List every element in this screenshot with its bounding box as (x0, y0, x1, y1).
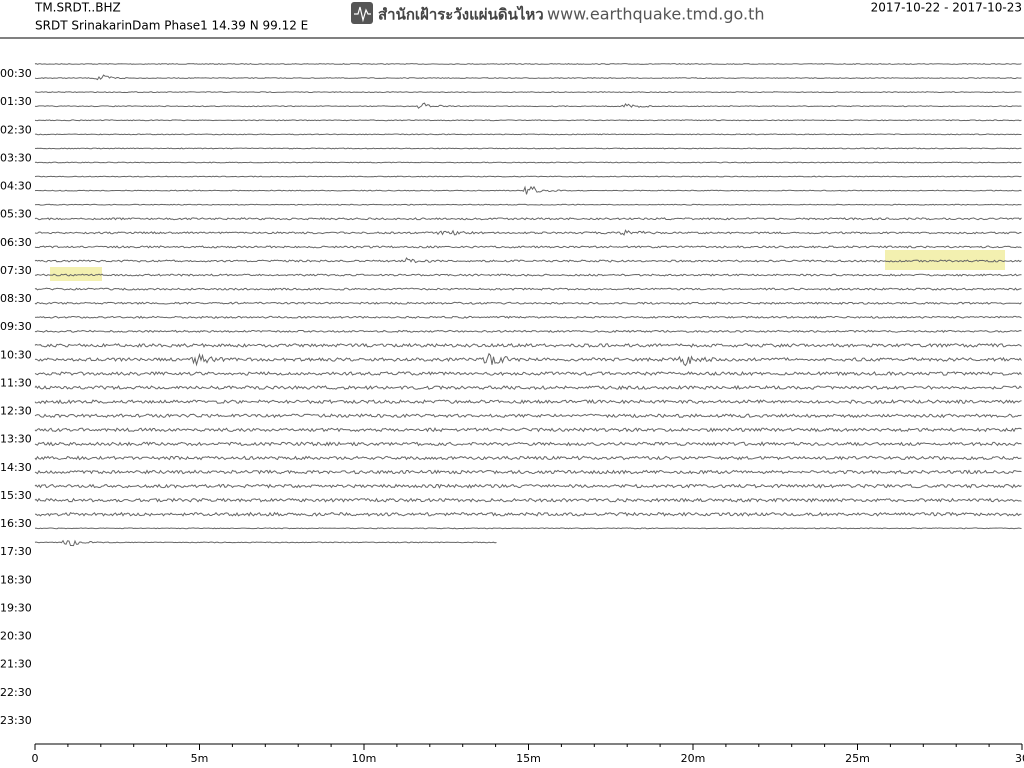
trace (34, 315, 1022, 319)
trace (34, 497, 1022, 503)
x-tick-label: 20m (681, 752, 706, 765)
trace (34, 273, 1022, 277)
trace (34, 257, 1022, 264)
trace (34, 102, 1022, 109)
row-label: 17:30 (0, 545, 32, 558)
trace (34, 175, 1022, 178)
agency: สำนักเฝ้าระวังแผ่นดินไหว (378, 5, 544, 24)
row-label: 20:30 (0, 630, 32, 643)
row-label: 02:30 (0, 123, 32, 136)
trace (34, 147, 1022, 150)
row-label: 19:30 (0, 601, 32, 614)
row-label: 23:30 (0, 714, 32, 727)
row-label: 18:30 (0, 573, 32, 586)
row-label: 11:30 (0, 376, 32, 389)
trace (34, 527, 1022, 530)
row-label: 13:30 (0, 433, 32, 446)
trace (34, 427, 1022, 433)
trace (34, 229, 1022, 236)
station: TM.SRDT..BHZ (34, 1, 121, 15)
x-tick-label: 0 (32, 752, 39, 765)
x-tick-label: 15m (516, 752, 541, 765)
row-label: 00:30 (0, 67, 32, 80)
row-label: 12:30 (0, 405, 32, 418)
row-label: 03:30 (0, 151, 32, 164)
site: SRDT SrinakarinDam Phase1 14.39 N 99.12 … (35, 19, 308, 33)
trace (34, 329, 1022, 333)
row-label: 06:30 (0, 236, 32, 249)
row-label: 15:30 (0, 489, 32, 502)
x-tick-label: 10m (352, 752, 377, 765)
trace (34, 413, 1022, 419)
row-label: 22:30 (0, 686, 32, 699)
trace (34, 245, 1022, 249)
x-tick-label: 25m (845, 752, 870, 765)
trace (34, 370, 1022, 377)
trace (34, 185, 1022, 195)
trace (34, 74, 1022, 81)
trace (34, 384, 1022, 391)
url: www.earthquake.tmd.go.th (547, 5, 765, 24)
trace (34, 301, 1022, 305)
trace (34, 342, 1022, 348)
trace (34, 483, 1022, 489)
x-tick-label: 5m (191, 752, 209, 765)
trace (34, 217, 1022, 221)
trace (34, 161, 1022, 164)
trace (34, 469, 1022, 475)
row-label: 14:30 (0, 461, 32, 474)
trace (34, 441, 1022, 447)
x-tick-label: 30 (1015, 752, 1024, 765)
row-label: 09:30 (0, 320, 32, 333)
logo-icon (354, 6, 371, 23)
trace (34, 511, 1022, 517)
trace (34, 203, 1022, 206)
trace (34, 63, 1022, 65)
trace (34, 119, 1022, 122)
trace (34, 455, 1022, 461)
row-label: 07:30 (0, 264, 32, 277)
trace (34, 539, 497, 547)
trace (34, 287, 1022, 291)
trace (34, 352, 1022, 367)
highlight (50, 267, 102, 281)
trace (34, 91, 1022, 94)
row-label: 05:30 (0, 208, 32, 221)
row-label: 10:30 (0, 348, 32, 361)
row-label: 08:30 (0, 292, 32, 305)
date-range: 2017-10-22 - 2017-10-23 (871, 1, 1022, 15)
row-label: 04:30 (0, 180, 32, 193)
trace (34, 399, 1022, 405)
row-label: 21:30 (0, 658, 32, 671)
row-label: 16:30 (0, 517, 32, 530)
row-label: 01:30 (0, 95, 32, 108)
trace (34, 133, 1022, 136)
